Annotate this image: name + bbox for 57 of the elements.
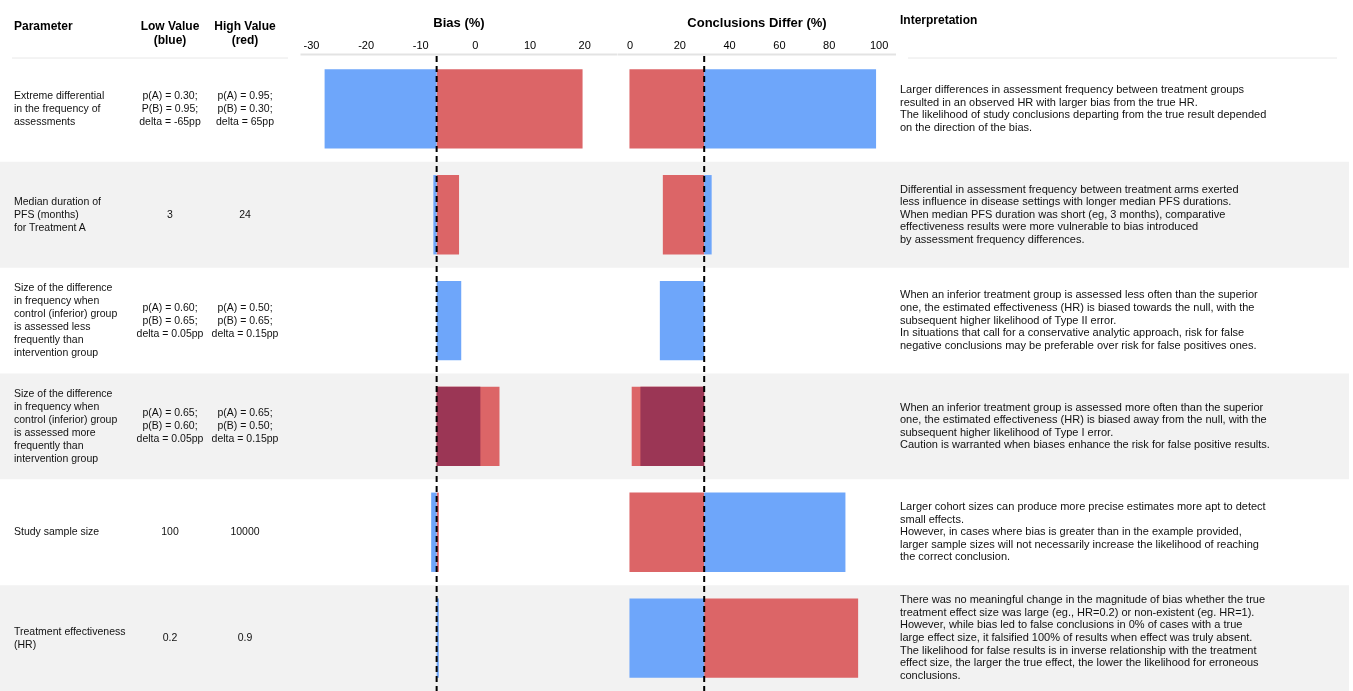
text: Size of the difference in frequency when control (inferior) group is assessed less frequently than intervention group [14,281,118,359]
x-tick-label: 100 [869,38,889,51]
text: Treatment effectiveness (HR) [14,624,126,650]
x-tick-label: 10 [523,38,537,51]
text: p(A) = 0.65; p(B) = 0.50; delta = 0.15pp [211,406,279,445]
text: Study sample size [14,525,100,538]
x-axis-title: Bias (%) [433,14,485,30]
bar [704,69,877,149]
text: Extreme differential in the frequency of assessments [14,88,105,127]
x-tick-label: 80 [823,38,836,51]
text: p(A) = 0.65; p(B) = 0.60; delta = 0.05pp [136,406,204,445]
x-tick-label: -30 [303,38,320,51]
text: 0.2 [162,631,178,644]
bar [659,280,705,361]
text: When an inferior treatment group is assessed less often than the superior one, the estimated effectiveness (HR) is biased towards the null, with the subsequent higher likelihood of Type II error. In situations that call for a conservative analytic approach, risk for false negative conclusions may be preferable over risk for false positives ones. [900,288,1259,351]
x-axis-title: Conclusions Differ (%) [687,14,827,30]
bar [436,280,462,361]
x-tick-label: 40 [723,38,736,51]
x-tick-label: -10 [412,38,429,51]
bar [436,175,460,255]
x-tick-label: 0 [626,38,634,51]
text: Larger cohort sizes can produce more precise estimates more apt to detect small effects. However, in cases where bias is greater than in the example provided, larger sample sizes will not necessarily increase the likelihood of reaching the correct conclusion. [900,500,1266,563]
text: 24 [239,207,251,220]
bar [431,492,437,572]
bar [436,69,583,149]
bar [629,69,705,149]
text: 3 [167,207,174,220]
text: Low Value (blue) [140,19,200,47]
bar [662,175,705,255]
text: Differential in assessment frequency between treatment arms exerted less influence in disease settings with longer median PFS durations. When median PFS duration was short (eg, 3 months), comparative effectiveness results were more vulnerable to bias introduced by assessment frequency differences. [900,182,1239,245]
text: Size of the difference in frequency when control (inferior) group is assessed more frequently than intervention group [14,386,118,464]
text: 10000 [230,525,260,538]
text: Larger differences in assessment frequency between treatment groups resulted in an observed HR with larger bias from the true HR. The likelihood of study conclusions departing from the true result depended on the direction of the bias. [900,83,1267,133]
text: Parameter [14,19,74,33]
bar [704,175,712,255]
bar [629,492,705,572]
text: p(A) = 0.50; p(B) = 0.65; delta = 0.15pp [211,300,279,339]
text: p(A) = 0.30; P(B) = 0.95; delta = -65pp [139,88,201,127]
x-tick-label: 60 [773,38,786,51]
x-tick-label: -20 [358,38,375,51]
text: There was no meaningful change in the magnitude of bias whether the true treatment effect size was large (eg., HR=0.2) or non-existent (eg. HR=1). However, while bias led to false conclusions in 0% of cases with a true large effect size, it falsified 100% of results when effect was truly absent. The likelihood for false results is in inverse relationship with the treatment effect size, the larger the true effect, the lower the likelihood for erroneous conclusions. [900,593,1266,681]
text: Median duration of PFS (months) for Treatment A [14,194,102,233]
x-tick-label: 20 [578,38,591,51]
text: 100 [161,525,179,538]
text: When an inferior treatment group is assessed more often than the superior one, the estimated effectiveness (HR) is biased away from the null, with the subsequent higher likelihood of Type I error. Caution is warranted when biases enhance the risk for false positive results. [900,400,1270,451]
text: High Value (red) [214,19,276,47]
x-tick-label: 20 [673,38,686,51]
text: p(A) = 0.95; p(B) = 0.30; delta = 65pp [215,88,275,127]
bar [436,386,481,467]
x-tick-label: 0 [472,38,479,51]
bar [704,598,859,678]
bar [704,492,846,572]
text: 0.9 [237,631,253,644]
bar [629,598,705,678]
bar [324,69,437,149]
text: p(A) = 0.60; p(B) = 0.65; delta = 0.05pp [136,300,204,339]
text: Interpretation [900,13,978,27]
